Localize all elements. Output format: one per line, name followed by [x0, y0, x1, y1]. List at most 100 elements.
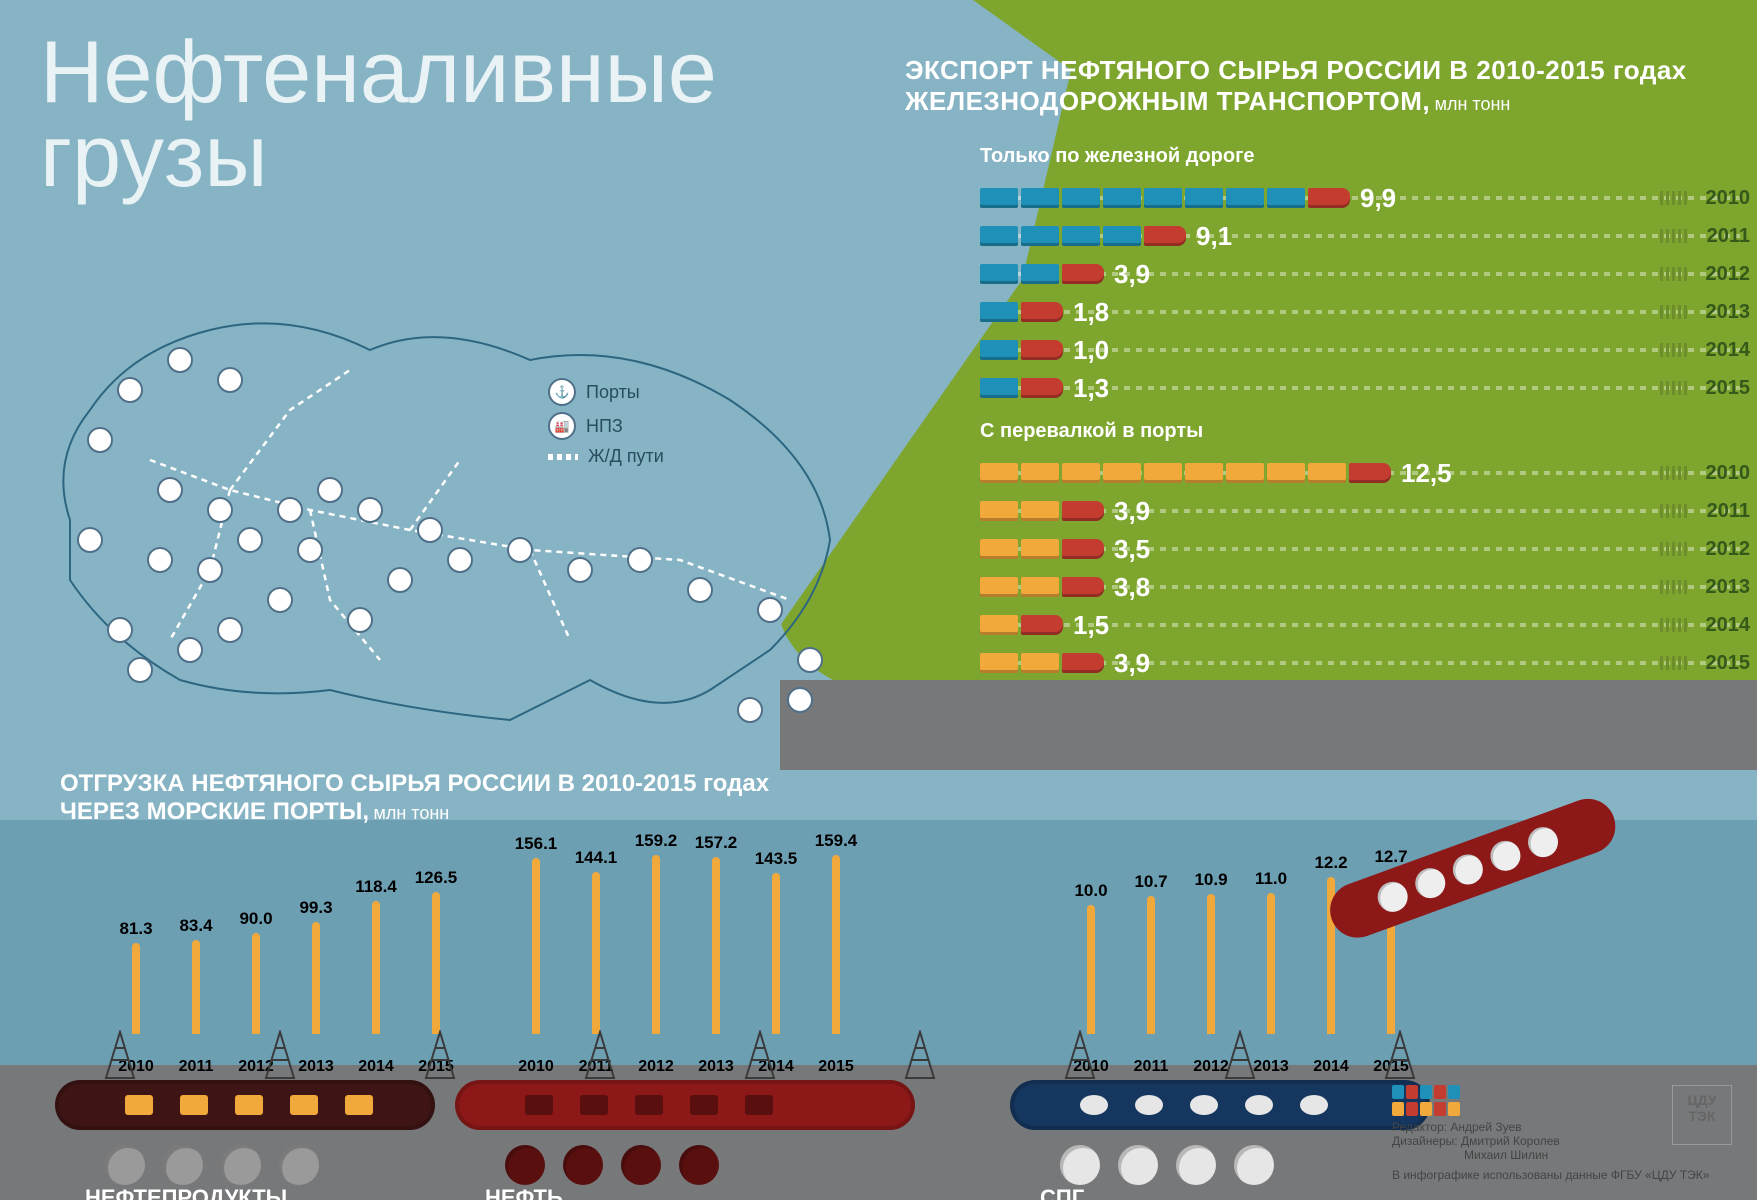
train-year: 2015: [1706, 377, 1751, 400]
ship-hull: [1010, 1080, 1430, 1130]
ship-group-спг: 10.0 201010.7 201110.9 201211.0 201312.2: [1010, 1080, 1430, 1130]
rail-export-heading: ЭКСПОРТ НЕФТЯНОГО СЫРЬЯ РОССИИ В 2010-20…: [905, 55, 1687, 117]
mast-value: 157.2: [695, 833, 738, 853]
mast-value: 83.4: [179, 916, 212, 936]
train-year: 2014: [1706, 339, 1751, 362]
mast-value: 118.4: [355, 877, 397, 897]
train-value: 1,8: [1073, 297, 1109, 328]
ports-heading-line1: ОТГРУЗКА НЕФТЯНОГО СЫРЬЯ РОССИИ В 2010-2…: [60, 770, 769, 798]
train-row: 12,52010: [980, 457, 1740, 489]
ports-heading-line2: ЧЕРЕЗ МОРСКИЕ ПОРТЫ,: [60, 798, 369, 825]
ship-group-нефть: 156.1 2010144.1 2011159.2 2012157.2 2013…: [455, 1080, 915, 1130]
rail-group-ports: С перевалкой в порты 12,52010 3,92011 3,52…: [980, 420, 1740, 685]
rail-group2-rows: 12,52010 3,92011 3,52012 3,82013 1,52014 3,92…: [980, 457, 1740, 679]
rail-heading-unit: млн тонн: [1435, 94, 1511, 114]
train-row: 1,82013: [980, 296, 1740, 328]
train-row: 1,52014: [980, 609, 1740, 641]
rail-heading-line1: ЭКСПОРТ НЕФТЯНОГО СЫРЬЯ РОССИИ В 2010-20…: [905, 55, 1687, 86]
mast-value: 156.1: [515, 834, 558, 854]
train-row: 3,82013: [980, 571, 1740, 603]
russia-map: [30, 260, 850, 740]
train-row: 1,02014: [980, 334, 1740, 366]
derrick-icon: [1220, 1030, 1260, 1080]
credits-footnote: В инфографике использованы данные ФГБУ «…: [1392, 1168, 1732, 1182]
rail-heading-line2: ЖЕЛЕЗНОДОРОЖНЫМ ТРАНСПОРТОМ,: [905, 86, 1430, 116]
refinery-icon: 🏭: [548, 412, 576, 440]
derrick-icon: [740, 1030, 780, 1080]
mast-value: 143.5: [755, 849, 798, 869]
rail-group1-title: Только по железной дороге: [980, 145, 1740, 168]
editor-name: Андрей Зуев: [1450, 1120, 1521, 1134]
ship-hull: [55, 1080, 435, 1130]
mast-value: 126.5: [415, 868, 458, 888]
train-year: 2015: [1706, 652, 1751, 675]
derrick-icon: [580, 1030, 620, 1080]
mast-value: 81.3: [119, 919, 152, 939]
train-row: 9,92010: [980, 182, 1740, 214]
mast-value: 90.0: [239, 909, 272, 929]
ship-label: СПГ: [1040, 1185, 1084, 1200]
train-row: 3,92015: [980, 647, 1740, 679]
mast-value: 99.3: [299, 898, 332, 918]
train-value: 3,8: [1114, 572, 1150, 603]
derrick-icon: [420, 1030, 460, 1080]
derrick-icon: [100, 1030, 140, 1080]
ship-group-нефтепродукты: 81.3 201083.4 201190.0 201299.3 2013118.…: [55, 1080, 435, 1130]
train-value: 9,9: [1360, 183, 1396, 214]
map-legend: ⚓ Порты 🏭 НПЗ Ж/Д пути: [548, 378, 664, 473]
editor-label: Редактор:: [1392, 1120, 1447, 1134]
train-row: 3,92012: [980, 258, 1740, 290]
title-line1: Нефтеналивные: [40, 30, 717, 114]
mast-value: 144.1: [575, 848, 618, 868]
rail-group-only: Только по железной дороге 9,92010 9,12011…: [980, 145, 1740, 410]
ship-hull: [455, 1080, 915, 1130]
rail-group2-title: С перевалкой в порты: [980, 420, 1740, 443]
mast-value: 10.9: [1194, 870, 1227, 890]
train-row: 1,32015: [980, 372, 1740, 404]
credits: Редактор: Андрей Зуев Дизайнеры: Дмитрий…: [1392, 1085, 1732, 1182]
derrick-icon: [1380, 1030, 1420, 1080]
train-value: 3,9: [1114, 648, 1150, 679]
legend-ports: ⚓ Порты: [548, 378, 664, 406]
train-value: 1,3: [1073, 373, 1109, 404]
train-value: 1,5: [1073, 610, 1109, 641]
ship-label: НЕФТЬ: [485, 1185, 563, 1200]
legend-refinery: 🏭 НПЗ: [548, 412, 664, 440]
designers-label: Дизайнеры:: [1392, 1134, 1458, 1148]
rail-icon: [548, 454, 578, 460]
train-year: 2010: [1706, 187, 1751, 210]
mast-value: 11.0: [1255, 869, 1287, 889]
train-year: 2013: [1706, 301, 1751, 324]
designer2: Михаил Шилин: [1464, 1148, 1548, 1162]
train-value: 12,5: [1401, 458, 1452, 489]
train-year: 2011: [1707, 500, 1750, 523]
derrick-icon: [1060, 1030, 1100, 1080]
train-year: 2010: [1706, 462, 1751, 485]
train-year: 2014: [1706, 614, 1751, 637]
mast-value: 159.4: [815, 831, 858, 851]
train-year: 2012: [1706, 538, 1751, 561]
mast-value: 10.0: [1074, 881, 1107, 901]
train-year: 2012: [1706, 263, 1751, 286]
ports-heading-unit: млн тонн: [373, 803, 449, 823]
train-value: 3,9: [1114, 259, 1150, 290]
port-icon: ⚓: [548, 378, 576, 406]
train-value: 1,0: [1073, 335, 1109, 366]
derrick-icon: [260, 1030, 300, 1080]
ship-label: НЕФТЕПРОДУКТЫ: [85, 1185, 287, 1200]
train-year: 2013: [1706, 576, 1751, 599]
train-row: 3,52012: [980, 533, 1740, 565]
train-value: 3,5: [1114, 534, 1150, 565]
legend-rail: Ж/Д пути: [548, 446, 664, 467]
train-value: 3,9: [1114, 496, 1150, 527]
train-year: 2011: [1707, 225, 1750, 248]
infographic-canvas: Нефтеналивные грузы ЭКСПОРТ НЕФТЯНОГО СЫ…: [0, 0, 1757, 1200]
ports-heading: ОТГРУЗКА НЕФТЯНОГО СЫРЬЯ РОССИИ В 2010-2…: [60, 770, 769, 826]
legend-refinery-label: НПЗ: [586, 416, 623, 437]
mast-value: 12.2: [1314, 853, 1347, 873]
derricks-row: [0, 1030, 1757, 1080]
train-row: 9,12011: [980, 220, 1740, 252]
rail-group1-rows: 9,92010 9,12011 3,92012 1,82013 1,02014 1,320…: [980, 182, 1740, 404]
derrick-icon: [900, 1030, 940, 1080]
train-row: 3,92011: [980, 495, 1740, 527]
